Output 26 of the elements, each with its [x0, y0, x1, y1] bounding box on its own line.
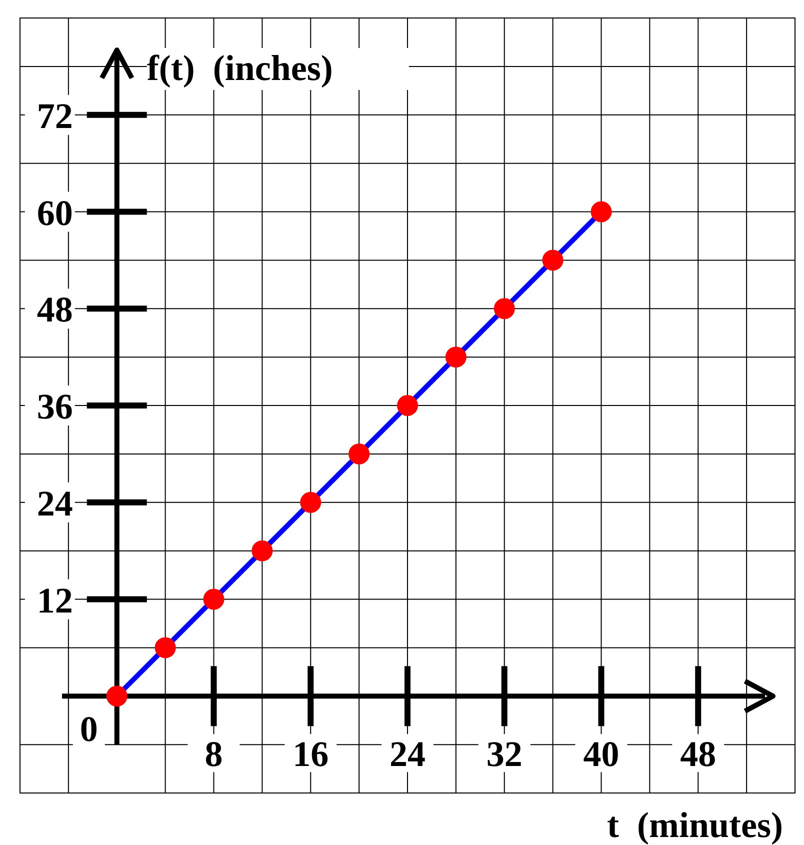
x-tick-label: 16	[292, 734, 329, 774]
y-tick-label: 60	[36, 192, 73, 233]
y-tick-label: 12	[36, 580, 73, 620]
x-tick-label: 48	[680, 734, 716, 774]
x-axis-title: t (minutes)	[607, 805, 783, 845]
y-axis-title: f(t) (inches)	[146, 48, 333, 88]
y-tick-label: 48	[36, 290, 73, 330]
annotation: 0	[80, 709, 98, 750]
x-tick-label: 40	[583, 734, 620, 774]
point	[203, 588, 224, 610]
point	[154, 637, 176, 658]
point	[397, 395, 418, 416]
x-tick-label: 8	[204, 734, 223, 774]
point	[494, 298, 515, 320]
point	[590, 201, 612, 222]
point	[300, 492, 322, 513]
point	[106, 686, 128, 707]
point	[445, 346, 466, 368]
y-tick-label: 36	[36, 386, 73, 426]
x-tick-label: 32	[486, 734, 522, 774]
y-tick-label: 72	[36, 96, 73, 136]
point	[542, 250, 564, 271]
point	[252, 540, 273, 562]
point	[348, 443, 370, 464]
y-tick-label: 24	[36, 483, 73, 524]
x-tick-label: 24	[390, 734, 426, 774]
